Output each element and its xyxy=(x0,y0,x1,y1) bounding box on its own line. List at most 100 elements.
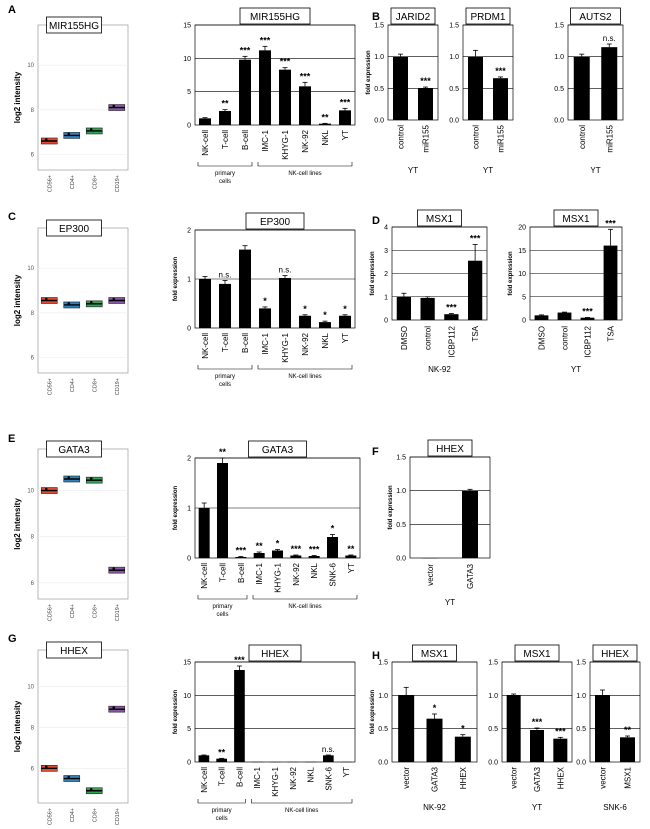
B3-bar-0 xyxy=(573,56,590,120)
C1-xtick-2: CD8+ xyxy=(92,378,98,392)
H3-xtick-0: vector xyxy=(599,767,608,789)
H1-bar-0 xyxy=(398,695,415,762)
H3-bar-1 xyxy=(620,737,635,762)
E2-bar-7 xyxy=(327,537,338,558)
E1-xtick-0: CD56+ xyxy=(47,604,53,621)
A1-point-3 xyxy=(112,104,116,108)
C1-title-box xyxy=(46,219,102,237)
C2-xtick-4: KHYG-1 xyxy=(281,332,290,362)
F1-ytick-3: 1.5 xyxy=(396,455,406,462)
E2-title: GATA3 xyxy=(262,445,294,456)
C2-group-label-0-b: cells xyxy=(219,382,231,388)
A1-ytick-1: 8 xyxy=(31,108,35,114)
D1-annotation-2: *** xyxy=(446,302,457,312)
A1-ylabel: log2 intensity xyxy=(13,71,22,123)
D2-title: MSX1 xyxy=(562,214,590,225)
C1-point-2 xyxy=(89,301,93,304)
B2-xtick-1: miR155 xyxy=(497,124,506,152)
G1-ylabel: log2 intensity xyxy=(13,700,22,752)
H2-annotation-1: *** xyxy=(532,717,543,727)
G2-xtick-6: NKL xyxy=(307,766,316,782)
C1-ytick-1: 8 xyxy=(31,311,35,317)
A2-plot-frame xyxy=(194,24,356,126)
A2-title: MIR155HG xyxy=(250,12,300,23)
H1-title-box xyxy=(412,644,457,662)
D1-ytick-0: 0 xyxy=(384,318,388,325)
C2-xtick-0: NK-cell xyxy=(201,333,210,359)
D2-ytick-0: 0 xyxy=(522,318,526,325)
A2-annotation-6: ** xyxy=(321,112,329,122)
E2-annotation-2: *** xyxy=(236,546,247,556)
H3-xtick-1: MSX1 xyxy=(624,766,633,788)
D2-xtick-1: control xyxy=(561,326,570,350)
A2-annotation-2: *** xyxy=(240,45,251,55)
B2-ytick-3: 1.5 xyxy=(449,23,459,30)
G2-xtick-3: IMC-1 xyxy=(253,766,262,788)
B3-title: AUTS2 xyxy=(579,12,612,23)
H3-title: HHEX xyxy=(601,649,629,660)
G2-xtick-2: B-cell xyxy=(235,767,244,787)
G1-xtick-0: CD56+ xyxy=(47,808,53,825)
A1-point-0 xyxy=(44,138,48,141)
B1-xlabel: YT xyxy=(408,166,418,175)
panel-letter-a: A xyxy=(8,4,16,16)
G2-group-label-0-a: primary xyxy=(212,808,232,814)
E1-ytick-2: 10 xyxy=(27,489,34,495)
D1-ytick-4: 4 xyxy=(384,225,388,232)
C1-xtick-0: CD56+ xyxy=(47,378,53,395)
H1-bar-2 xyxy=(454,736,471,762)
A2-annotation-1: ** xyxy=(221,99,229,109)
E2-bar-5 xyxy=(290,555,302,558)
G2-group-label-1: NK-cell lines xyxy=(285,808,318,814)
C2-xtick-7: YT xyxy=(341,333,350,343)
B3-title-box xyxy=(570,7,621,25)
B3-annotation-1: n.s. xyxy=(603,34,616,43)
A2-xtick-7: YT xyxy=(341,130,350,140)
B3-ytick-2: 1.0 xyxy=(554,54,564,61)
B2-xtick-0: control xyxy=(472,125,481,149)
C2-ytick-0: 0 xyxy=(187,326,191,333)
D2-ytick-3: 15 xyxy=(518,248,526,255)
D2-bar-0 xyxy=(534,315,549,320)
C2-xtick-3: IMC-1 xyxy=(261,332,270,354)
B1-ytick-1: 0.5 xyxy=(374,86,384,93)
E2-group-bracket-1 xyxy=(252,595,358,600)
B2-ytick-0: 0.0 xyxy=(449,118,459,125)
E2-group-bracket-0 xyxy=(197,595,248,600)
D2-ytick-2: 10 xyxy=(518,271,526,278)
B3-xtick-1: miR155 xyxy=(605,124,614,152)
C2-annotation-3: * xyxy=(263,296,267,306)
C2-xtick-5: NK-92 xyxy=(301,332,310,355)
E1-point-2 xyxy=(89,477,93,480)
A2-group-bracket-1 xyxy=(257,162,353,167)
D1-bar-0 xyxy=(396,296,411,320)
E2-group-label-1: NK-cell lines xyxy=(288,604,321,610)
E1-title-box xyxy=(46,440,102,458)
B2-title-box xyxy=(465,7,511,25)
B1-ytick-3: 1.5 xyxy=(374,23,384,30)
H3-bar-0 xyxy=(595,695,610,762)
A2-ytick-0: 0 xyxy=(187,123,191,130)
D2-xtick-3: TSA xyxy=(607,325,616,341)
A2-bar-1 xyxy=(219,111,231,125)
H2-ytick-1: 0.5 xyxy=(488,726,498,733)
E2-bar-4 xyxy=(272,550,283,558)
E2-xtick-0: NK-cell xyxy=(200,563,209,589)
H1-ytick-3: 1.5 xyxy=(378,660,388,667)
G2-xtick-1: T-cell xyxy=(218,767,227,786)
G2-bar-7 xyxy=(323,755,334,762)
A2-xtick-5: NK-92 xyxy=(301,129,310,152)
C2-group-label-1: NK-cell lines xyxy=(288,374,321,380)
A2-xtick-3: IMC-1 xyxy=(261,129,270,151)
H2-annotation-2: *** xyxy=(555,726,566,736)
A2-title-box xyxy=(239,7,311,25)
F1-bar-1 xyxy=(462,490,478,558)
A1-point-2 xyxy=(89,128,93,131)
D1-ytick-2: 2 xyxy=(384,271,388,278)
E2-ylabel: fold expression xyxy=(173,485,179,530)
H3-ytick-3: 1.5 xyxy=(576,660,586,667)
A1-xtick-1: CD4+ xyxy=(70,175,76,189)
B1-title: JARID2 xyxy=(396,12,431,23)
H3-ytick-1: 0.5 xyxy=(576,726,586,733)
